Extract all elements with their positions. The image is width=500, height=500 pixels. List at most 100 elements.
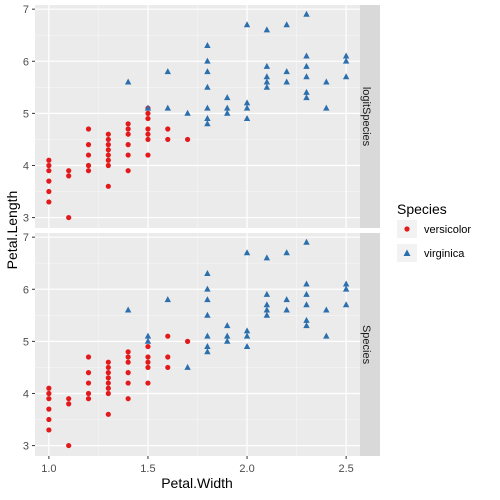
data-point-virginica xyxy=(263,301,271,308)
data-point-versicolor xyxy=(165,333,171,339)
data-point-versicolor xyxy=(85,162,92,169)
data-point-virginica xyxy=(204,42,211,49)
data-point-virginica xyxy=(283,306,290,313)
data-point-versicolor xyxy=(165,364,171,371)
data-point-virginica xyxy=(204,311,211,318)
data-point-virginica xyxy=(342,285,350,292)
data-point-versicolor xyxy=(165,136,171,143)
data-point-virginica xyxy=(184,109,191,116)
data-point-virginica xyxy=(164,296,171,303)
data-point-versicolor xyxy=(46,178,52,184)
data-point-versicolor xyxy=(46,157,52,163)
data-point-versicolor xyxy=(145,354,151,360)
legend: Species versicolor virginica xyxy=(397,201,471,262)
data-point-versicolor xyxy=(145,343,151,350)
y-axis-ticks-top: 3 4 5 6 7 xyxy=(23,4,35,225)
y-tick-label: 5 xyxy=(23,336,29,348)
data-point-versicolor xyxy=(145,152,151,158)
data-point-versicolor xyxy=(85,126,92,132)
data-point-virginica xyxy=(303,73,310,80)
data-point-versicolor xyxy=(125,121,131,127)
data-point-virginica xyxy=(323,332,330,339)
data-point-versicolor xyxy=(46,396,52,402)
data-point-versicolor xyxy=(145,115,151,122)
data-point-versicolor xyxy=(66,214,72,221)
data-point-virginica xyxy=(323,306,330,313)
data-point-virginica xyxy=(303,290,310,297)
data-point-versicolor xyxy=(145,359,151,365)
data-point-versicolor xyxy=(184,338,191,344)
legend-triangle-icon xyxy=(403,249,411,256)
data-point-versicolor xyxy=(105,390,111,397)
data-point-versicolor xyxy=(125,168,131,174)
strip-background xyxy=(360,233,380,456)
data-point-virginica xyxy=(164,104,171,111)
data-point-virginica xyxy=(303,62,310,69)
minor-grid xyxy=(35,233,360,456)
data-point-versicolor xyxy=(105,152,111,158)
data-point-virginica xyxy=(283,249,290,256)
data-point-versicolor xyxy=(46,188,52,195)
data-point-virginica xyxy=(243,114,251,121)
data-point-versicolor xyxy=(125,152,131,158)
data-point-versicolor xyxy=(85,142,92,148)
data-point-versicolor xyxy=(125,380,131,386)
data-point-versicolor xyxy=(66,401,72,407)
y-tick-label: 4 xyxy=(23,160,29,172)
data-point-versicolor xyxy=(66,442,72,449)
data-point-versicolor xyxy=(66,168,72,174)
data-point-versicolor xyxy=(46,427,52,433)
x-tick-label: 1.0 xyxy=(41,463,56,475)
legend-title: Species xyxy=(397,201,447,217)
data-point-virginica xyxy=(224,332,231,339)
data-point-virginica xyxy=(164,68,171,75)
data-point-versicolor xyxy=(125,370,131,376)
data-point-virginica xyxy=(342,52,350,59)
data-point-versicolor xyxy=(105,380,111,386)
data-point-virginica xyxy=(184,363,191,370)
data-point-virginica xyxy=(303,94,310,101)
y-axis-title: Petal.Length xyxy=(4,191,20,270)
data-point-virginica xyxy=(124,78,132,85)
data-point-versicolor xyxy=(105,147,111,153)
data-point-versicolor xyxy=(125,126,131,132)
data-point-versicolor xyxy=(46,385,52,391)
data-point-virginica xyxy=(224,104,231,111)
data-point-virginica xyxy=(144,332,152,339)
data-point-versicolor xyxy=(184,136,191,143)
data-point-versicolor xyxy=(105,157,111,163)
data-point-virginica xyxy=(342,73,350,80)
data-point-virginica xyxy=(144,337,152,344)
data-point-versicolor xyxy=(105,136,111,143)
data-point-versicolor xyxy=(85,168,92,174)
data-point-versicolor xyxy=(46,168,52,174)
data-point-virginica xyxy=(263,254,271,261)
data-point-versicolor xyxy=(145,110,151,116)
data-point-virginica xyxy=(243,342,251,349)
data-point-versicolor xyxy=(145,364,151,371)
y-tick-label: 7 xyxy=(23,4,29,16)
data-point-versicolor xyxy=(85,380,92,386)
data-point-versicolor xyxy=(105,359,111,365)
panel-top: logitSpecies 3 4 5 6 7 xyxy=(23,4,380,228)
data-point-versicolor xyxy=(85,354,92,360)
data-point-virginica xyxy=(204,285,211,292)
data-point-versicolor xyxy=(85,370,92,376)
data-point-virginica xyxy=(263,62,271,69)
data-point-virginica xyxy=(204,270,211,277)
data-point-virginica xyxy=(323,78,330,85)
data-point-versicolor xyxy=(145,126,151,132)
data-point-virginica xyxy=(204,332,211,339)
data-point-virginica xyxy=(303,238,310,245)
data-point-versicolor xyxy=(66,173,72,179)
data-point-versicolor xyxy=(105,375,111,381)
data-point-versicolor xyxy=(66,396,72,402)
y-tick-label: 3 xyxy=(23,441,29,453)
data-point-versicolor xyxy=(165,126,171,132)
data-point-virginica xyxy=(243,327,251,334)
data-point-versicolor xyxy=(85,152,92,158)
data-point-virginica xyxy=(283,21,290,28)
data-point-virginica xyxy=(263,306,271,313)
y-tick-label: 6 xyxy=(23,284,29,296)
